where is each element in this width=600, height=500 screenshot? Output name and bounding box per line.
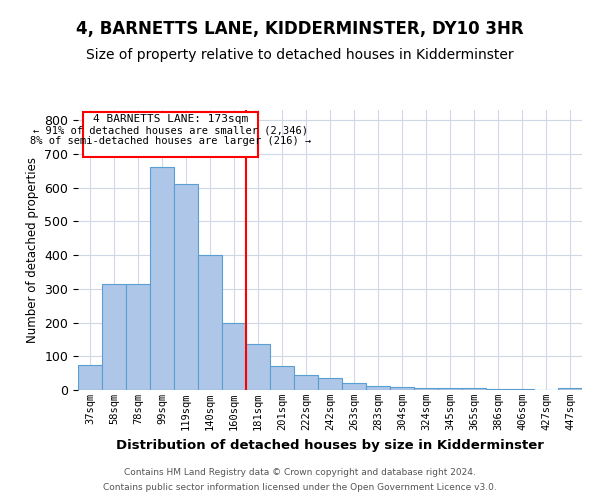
Bar <box>342 384 366 390</box>
X-axis label: Distribution of detached houses by size in Kidderminster: Distribution of detached houses by size … <box>116 438 544 452</box>
Text: 4 BARNETTS LANE: 173sqm: 4 BARNETTS LANE: 173sqm <box>93 114 248 124</box>
Bar <box>198 255 222 390</box>
Text: ← 91% of detached houses are smaller (2,346): ← 91% of detached houses are smaller (2,… <box>33 125 308 135</box>
Text: Size of property relative to detached houses in Kidderminster: Size of property relative to detached ho… <box>86 48 514 62</box>
Text: Contains HM Land Registry data © Crown copyright and database right 2024.: Contains HM Land Registry data © Crown c… <box>124 468 476 477</box>
Bar <box>486 389 510 390</box>
Bar <box>174 184 198 390</box>
Bar <box>462 388 486 390</box>
Bar <box>294 375 318 390</box>
Bar <box>318 378 342 390</box>
Bar <box>222 322 246 390</box>
Bar <box>126 284 150 390</box>
FancyBboxPatch shape <box>83 112 258 157</box>
Bar <box>390 388 414 390</box>
Text: Contains public sector information licensed under the Open Government Licence v3: Contains public sector information licen… <box>103 483 497 492</box>
Bar <box>414 388 438 390</box>
Bar <box>366 386 390 390</box>
Bar <box>558 388 582 390</box>
Y-axis label: Number of detached properties: Number of detached properties <box>26 157 39 343</box>
Bar <box>270 366 294 390</box>
Bar <box>102 284 126 390</box>
Text: 8% of semi-detached houses are larger (216) →: 8% of semi-detached houses are larger (2… <box>30 136 311 146</box>
Bar <box>246 344 270 390</box>
Bar <box>150 168 174 390</box>
Text: 4, BARNETTS LANE, KIDDERMINSTER, DY10 3HR: 4, BARNETTS LANE, KIDDERMINSTER, DY10 3H… <box>76 20 524 38</box>
Bar <box>438 388 462 390</box>
Bar <box>78 364 102 390</box>
